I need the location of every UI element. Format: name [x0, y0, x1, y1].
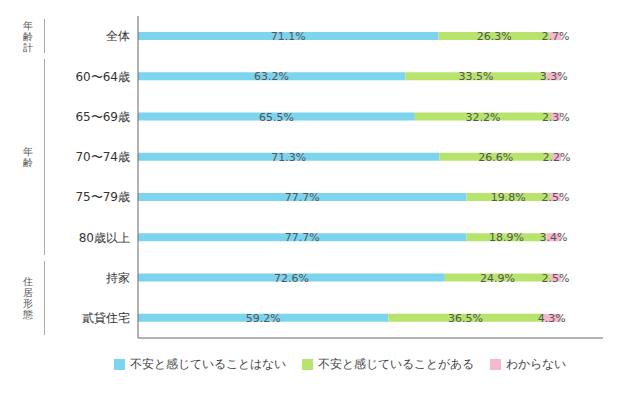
- svg-text:24.9%: 24.9%: [480, 272, 515, 285]
- svg-text:70〜74歳: 70〜74歳: [75, 150, 130, 164]
- svg-text:3.4%: 3.4%: [540, 231, 568, 244]
- svg-text:77.7%: 77.7%: [285, 191, 320, 204]
- html-text:不安と感じていることがある: 不安と感じていることがある: [317, 357, 474, 371]
- svg-text:33.5%: 33.5%: [458, 70, 493, 83]
- svg-text:持家: 持家: [106, 271, 130, 285]
- svg-text:80歳以上: 80歳以上: [79, 231, 130, 245]
- svg-text:2.5%: 2.5%: [541, 272, 569, 285]
- html-text:住 居 形 態: 住 居 形 態: [23, 275, 33, 320]
- html-text:年 齢 計: 年 齢 計: [23, 19, 33, 53]
- html-text:不安と感じていることはない: 不安と感じていることはない: [129, 357, 286, 371]
- svg-text:26.3%: 26.3%: [477, 30, 512, 43]
- svg-text:19.8%: 19.8%: [491, 191, 526, 204]
- svg-text:3.3%: 3.3%: [540, 70, 568, 83]
- html-text:わからない: わからない: [505, 357, 566, 371]
- svg-text:貳貸住宅: 貳貸住宅: [82, 311, 130, 325]
- svg-text:63.2%: 63.2%: [254, 70, 289, 83]
- svg-text:72.6%: 72.6%: [274, 272, 309, 285]
- svg-text:65.5%: 65.5%: [259, 111, 294, 124]
- svg-text:全体: 全体: [106, 29, 130, 43]
- svg-text:60〜64歳: 60〜64歳: [75, 70, 130, 84]
- svg-text:77.7%: 77.7%: [285, 231, 320, 244]
- svg-text:32.2%: 32.2%: [465, 111, 500, 124]
- svg-text:2.3%: 2.3%: [542, 111, 570, 124]
- svg-text:75〜79歳: 75〜79歳: [75, 190, 130, 204]
- svg-text:71.3%: 71.3%: [271, 151, 306, 164]
- svg-text:59.2%: 59.2%: [246, 312, 281, 325]
- svg-text:65〜69歳: 65〜69歳: [75, 110, 130, 124]
- svg-text:26.6%: 26.6%: [478, 151, 513, 164]
- svg-text:71.1%: 71.1%: [271, 30, 306, 43]
- svg-text:2.2%: 2.2%: [543, 151, 571, 164]
- svg-text:2.5%: 2.5%: [541, 191, 569, 204]
- html-text:年 齢: 年 齢: [23, 145, 33, 168]
- svg-text:18.9%: 18.9%: [489, 231, 524, 244]
- svg-text:4.3%: 4.3%: [538, 312, 566, 325]
- svg-text:2.7%: 2.7%: [541, 30, 569, 43]
- svg-text:36.5%: 36.5%: [448, 312, 483, 325]
